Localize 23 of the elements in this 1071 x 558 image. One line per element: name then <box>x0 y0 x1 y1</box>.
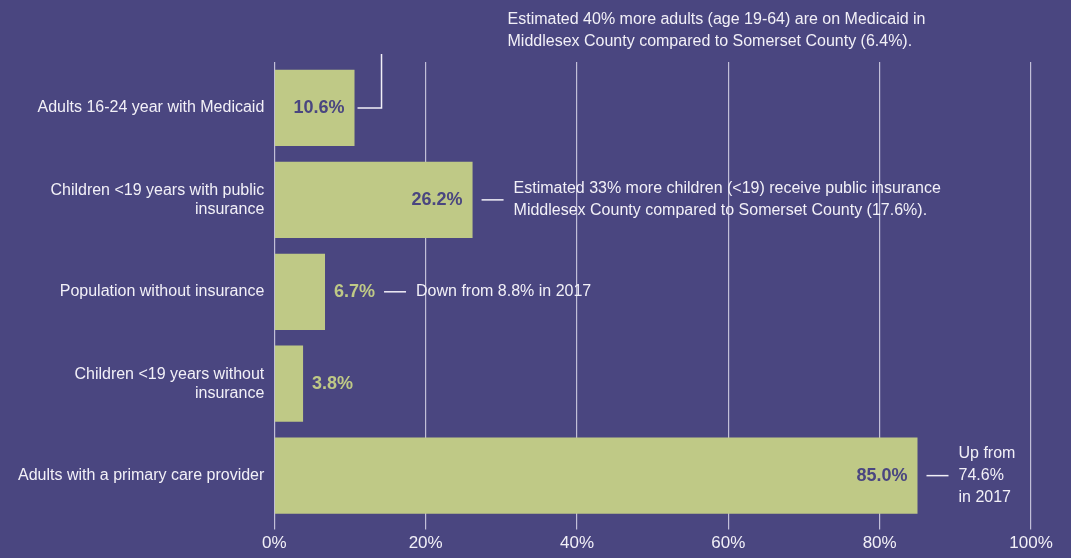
data-label: 26.2% <box>411 188 463 209</box>
bar <box>274 345 304 422</box>
bar <box>274 253 326 330</box>
bar <box>274 161 473 239</box>
x-tick-label: 0% <box>262 533 287 553</box>
bar <box>274 437 918 514</box>
bar <box>274 69 355 147</box>
x-tick-label: 40% <box>559 533 594 553</box>
data-label: 3.8% <box>312 372 354 393</box>
y-tick-label: Adults with a primary care provider <box>18 466 265 484</box>
x-tick-label: 80% <box>862 533 897 553</box>
x-tick-label: 100% <box>1009 533 1053 553</box>
data-label: 85.0% <box>856 464 908 485</box>
x-tick-label: 20% <box>408 533 443 553</box>
y-tick-label: Adults 16-24 year with Medicaid <box>37 98 265 116</box>
data-label: 10.6% <box>293 96 345 117</box>
text: Estimated 40% more adults (age 19-64) are on Medicaid in Middlesex County compared to Somerset County (6.4%). <box>507 10 926 50</box>
y-tick-label: Population without insurance <box>59 282 265 300</box>
data-label: 6.7% <box>334 280 376 301</box>
y-tick-label: Children <19 years without insurance <box>74 364 265 401</box>
annotation: Up from 74.6% in 2017 <box>958 444 1016 506</box>
y-tick-label: Children <19 years with public insurance <box>50 180 265 217</box>
x-tick-label: 60% <box>711 533 746 553</box>
